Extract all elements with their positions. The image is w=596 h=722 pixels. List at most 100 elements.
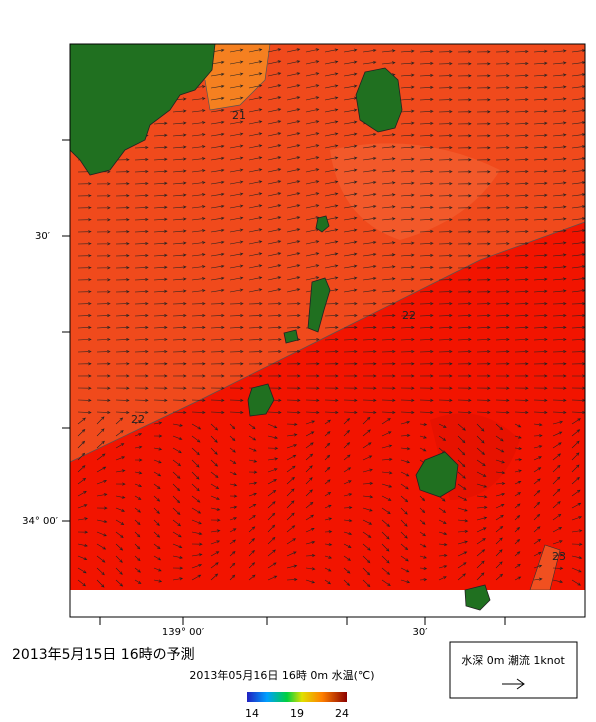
current-arrow — [96, 362, 111, 366]
current-arrow — [305, 204, 320, 209]
current-arrow — [362, 350, 377, 354]
current-arrow — [210, 168, 225, 173]
current-arrow — [495, 74, 510, 78]
current-arrow — [210, 108, 225, 113]
current-arrow — [248, 470, 258, 474]
current-arrow — [77, 465, 86, 473]
current-arrow — [400, 531, 408, 539]
current-arrow — [457, 122, 472, 126]
current-arrow — [419, 398, 434, 402]
current-arrow — [191, 553, 203, 557]
current-arrow — [514, 480, 522, 485]
current-arrow — [457, 62, 472, 66]
current-arrow — [191, 574, 202, 581]
current-arrow — [495, 158, 510, 162]
current-arrow — [77, 218, 92, 222]
current-arrow — [552, 386, 567, 390]
current-arrow — [495, 525, 504, 533]
current-arrow — [96, 254, 111, 258]
current-arrow — [286, 465, 296, 473]
current-arrow — [286, 72, 301, 77]
current-arrow — [495, 170, 510, 174]
current-arrow — [514, 157, 529, 162]
current-arrow — [343, 506, 353, 510]
current-arrow — [362, 567, 371, 576]
current-arrow — [343, 313, 358, 318]
current-arrow — [248, 374, 263, 378]
current-arrow — [229, 435, 236, 442]
current-arrow — [210, 447, 218, 455]
current-arrow — [514, 398, 529, 402]
current-arrow — [362, 410, 377, 415]
current-arrow — [514, 538, 521, 545]
current-arrow — [286, 132, 301, 137]
current-arrow — [153, 133, 168, 137]
current-arrow — [476, 62, 491, 66]
current-arrow — [552, 442, 562, 449]
current-arrow — [191, 145, 206, 149]
current-arrow — [343, 429, 350, 437]
current-arrow — [362, 228, 377, 233]
current-arrow — [172, 241, 187, 245]
current-arrow — [324, 466, 331, 473]
current-arrow — [248, 72, 263, 77]
current-arrow — [115, 443, 125, 449]
current-arrow — [115, 218, 130, 222]
current-arrow — [153, 398, 168, 402]
current-arrow — [552, 181, 567, 185]
current-arrow — [514, 73, 529, 78]
colorbar-tick-label: 24 — [335, 707, 349, 720]
current-arrow — [533, 325, 548, 330]
current-arrow — [552, 205, 567, 209]
current-arrow — [96, 206, 111, 210]
current-arrow — [362, 495, 374, 499]
current-arrow — [305, 442, 314, 449]
colorbar-tick-label: 19 — [290, 707, 304, 720]
current-arrow — [305, 252, 320, 257]
current-arrow — [172, 193, 187, 197]
current-arrow — [267, 489, 277, 497]
current-arrow — [400, 277, 415, 281]
current-arrow — [495, 134, 510, 138]
current-arrow — [514, 469, 522, 473]
current-arrow — [495, 482, 506, 486]
current-arrow — [476, 435, 485, 444]
current-arrow — [476, 447, 486, 455]
current-arrow — [495, 302, 510, 306]
current-arrow — [438, 313, 453, 318]
subtitle: 2013年05月16日 16時 0m 水温(℃) — [189, 668, 374, 682]
current-arrow — [210, 302, 225, 306]
current-arrow — [362, 60, 377, 65]
current-arrow — [514, 458, 523, 462]
current-arrow — [172, 410, 187, 415]
current-arrow — [229, 96, 244, 101]
current-arrow — [571, 489, 581, 497]
current-arrow — [343, 120, 358, 125]
current-arrow — [210, 398, 225, 402]
current-arrow — [343, 144, 358, 149]
current-arrow — [305, 216, 320, 221]
current-arrow — [191, 265, 206, 269]
current-arrow — [419, 410, 434, 415]
current-arrow — [381, 133, 396, 137]
current-arrow — [115, 206, 130, 210]
current-arrow — [229, 459, 237, 464]
current-arrow — [552, 253, 567, 257]
current-arrow — [286, 84, 301, 89]
current-arrow — [381, 471, 393, 475]
current-arrow — [267, 252, 282, 257]
current-arrow — [115, 266, 130, 270]
current-arrow — [115, 182, 130, 186]
current-arrow — [457, 551, 468, 557]
current-arrow — [77, 230, 92, 234]
current-arrow — [324, 192, 339, 197]
current-arrow — [381, 61, 396, 65]
current-arrow — [267, 204, 282, 209]
current-arrow — [134, 410, 149, 415]
current-arrow — [476, 538, 486, 545]
current-arrow — [457, 86, 472, 90]
current-arrow — [514, 169, 529, 174]
current-arrow — [495, 504, 505, 509]
current-arrow — [514, 325, 529, 330]
current-arrow — [77, 579, 86, 587]
